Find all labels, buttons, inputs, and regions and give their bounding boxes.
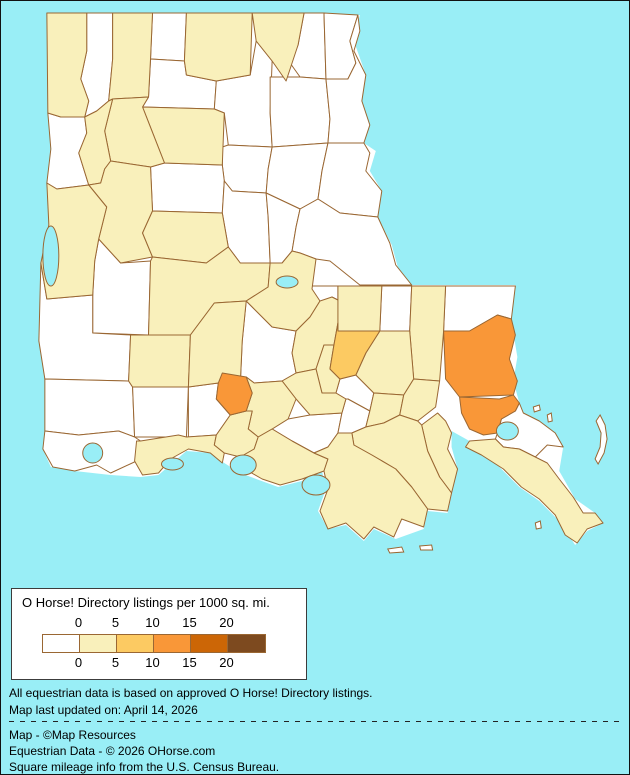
credit-square-mileage: Square mileage info from the U.S. Census… xyxy=(9,760,280,774)
parish-morehouse xyxy=(251,12,305,82)
parish-webster xyxy=(108,12,154,102)
parish-grant xyxy=(142,210,229,264)
map-notes: All equestrian data is based on approved… xyxy=(9,685,373,719)
legend-ticks-bottom: 0 5 10 15 20 xyxy=(60,655,245,670)
parish-tensas xyxy=(317,142,383,218)
parish-tangipahoa xyxy=(409,285,447,382)
legend-tick-bottom-1: 5 xyxy=(111,655,120,670)
parish-union xyxy=(183,12,253,82)
map-credits: Map - ©Map Resources Equestrian Data - ©… xyxy=(9,727,280,774)
parish-east-baton-rouge xyxy=(329,322,381,380)
catahoula-lake xyxy=(275,275,299,289)
legend-tick-bottom-2: 10 xyxy=(145,655,160,670)
parish-caddo xyxy=(46,12,90,118)
island-3 xyxy=(387,546,405,554)
note-data-source: All equestrian data is based on approved… xyxy=(9,686,373,700)
island-2 xyxy=(546,412,553,423)
parish-richland xyxy=(269,76,331,148)
parish-claiborne xyxy=(150,12,187,62)
legend-title: O Horse! Directory listings per 1000 sq.… xyxy=(22,595,270,610)
parish-allen xyxy=(128,334,191,388)
parish-east-feliciana xyxy=(337,285,383,332)
parish-caldwell xyxy=(221,144,273,194)
legend-swatch-0 xyxy=(43,635,80,652)
parish-vermilion xyxy=(134,434,225,476)
parish-orleans xyxy=(459,394,520,436)
legend-swatch-1 xyxy=(80,635,117,652)
legend-swatch-4 xyxy=(191,635,228,652)
parish-jefferson-davis xyxy=(132,386,189,438)
parish-st-tammany xyxy=(443,314,518,398)
atchafalaya-bay xyxy=(301,474,331,496)
legend-tick-top-4: 20 xyxy=(219,615,234,630)
parish-lafayette xyxy=(215,372,253,416)
parish-st-helena xyxy=(379,285,413,332)
white-lake xyxy=(160,457,184,471)
louisiana-parish-map xyxy=(38,12,608,554)
legend: O Horse! Directory listings per 1000 sq.… xyxy=(11,588,307,680)
island-5 xyxy=(534,520,542,530)
lake-borgne xyxy=(495,421,519,441)
parish-evangeline xyxy=(187,300,247,388)
toledo-bend-lake xyxy=(42,225,60,287)
legend-swatch-2 xyxy=(117,635,154,652)
legend-tick-top-2: 10 xyxy=(145,615,160,630)
legend-color-ramp xyxy=(42,634,266,653)
calcasieu-lake xyxy=(82,442,104,464)
parish-terrebonne xyxy=(313,432,429,540)
dashed-separator xyxy=(9,721,625,722)
note-last-updated: Map last updated on: April 14, 2026 xyxy=(9,703,198,717)
parish-calcasieu xyxy=(44,378,136,438)
legend-tick-top-1: 5 xyxy=(111,615,120,630)
chandeleur-islands xyxy=(594,414,608,466)
legend-tick-bottom-3: 15 xyxy=(182,655,197,670)
legend-tick-top-0: 0 xyxy=(74,615,83,630)
island-4 xyxy=(419,544,434,551)
legend-tick-bottom-0: 0 xyxy=(74,655,83,670)
legend-tick-bottom-4: 20 xyxy=(219,655,234,670)
island-1 xyxy=(532,404,541,413)
legend-swatch-5 xyxy=(228,635,265,652)
legend-swatch-3 xyxy=(154,635,191,652)
parish-plaquemines xyxy=(465,438,604,544)
legend-tick-top-3: 15 xyxy=(182,615,197,630)
legend-ticks-top: 0 5 10 15 20 xyxy=(60,615,245,630)
credit-equestrian-data: Equestrian Data - © 2026 OHorse.com xyxy=(9,744,216,758)
parish-winn xyxy=(150,162,225,214)
credit-map: Map - ©Map Resources xyxy=(9,728,136,742)
vermilion-bay xyxy=(229,454,257,476)
